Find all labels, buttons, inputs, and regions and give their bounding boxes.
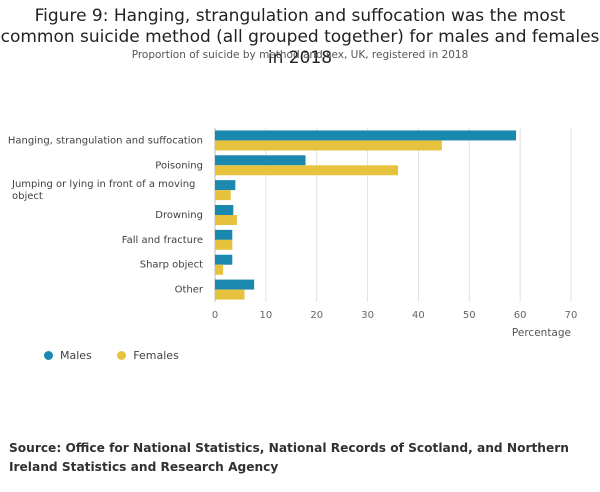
bar-males-3 (215, 205, 234, 215)
bar-females-3 (215, 215, 237, 225)
category-label: Other (175, 285, 204, 296)
bar-males-1 (215, 155, 306, 166)
bar-females-0 (215, 140, 442, 151)
legend-swatch-females (117, 351, 127, 360)
x-tick-label: 40 (412, 310, 425, 321)
legend-item-females: Females (117, 349, 179, 362)
category-label: Poisoning (155, 160, 203, 171)
bar-females-5 (215, 264, 224, 275)
x-tick-label: 20 (310, 310, 323, 321)
bar-males-5 (215, 254, 233, 265)
x-tick-label: 0 (212, 310, 218, 321)
bar-females-4 (215, 239, 233, 250)
bar-females-6 (215, 289, 245, 300)
source-note: Source: Office for National Statistics, … (9, 441, 569, 474)
legend-swatch-males (44, 351, 53, 360)
x-tick-label: 60 (514, 310, 527, 321)
bar-males-2 (215, 180, 236, 191)
category-label: Fall and fracture (122, 235, 203, 246)
x-axis-title: Percentage (512, 327, 571, 339)
bar-females-2 (215, 190, 231, 201)
legend-label-females: Females (133, 349, 179, 362)
chart-title: Figure 9: Hanging, strangulation and suf… (0, 6, 600, 68)
x-tick-label: 30 (361, 310, 374, 321)
category-label: Hanging, strangulation and suffocation (8, 135, 203, 146)
legend-label-males: Males (60, 349, 92, 362)
bar-males-4 (215, 229, 233, 240)
bar-males-6 (215, 279, 255, 290)
bar-females-1 (215, 165, 399, 176)
category-label: Jumping or lying in front of a moving obj… (11, 179, 195, 202)
category-label: Sharp object (140, 260, 203, 271)
chart-legend: Males Females (44, 349, 201, 363)
category-label: Drowning (155, 210, 203, 221)
legend-item-males: Males (44, 349, 92, 362)
bar-males-0 (215, 130, 517, 141)
bar-chart: 0 10 20 30 40 50 60 70 Percentage Hanging, strang… (8, 128, 578, 339)
x-tick-label: 70 (565, 310, 578, 321)
x-tick-label: 50 (463, 310, 476, 321)
x-tick-label: 10 (259, 310, 272, 321)
chart-subtitle: Proportion of suicide by method and sex,… (131, 49, 469, 61)
